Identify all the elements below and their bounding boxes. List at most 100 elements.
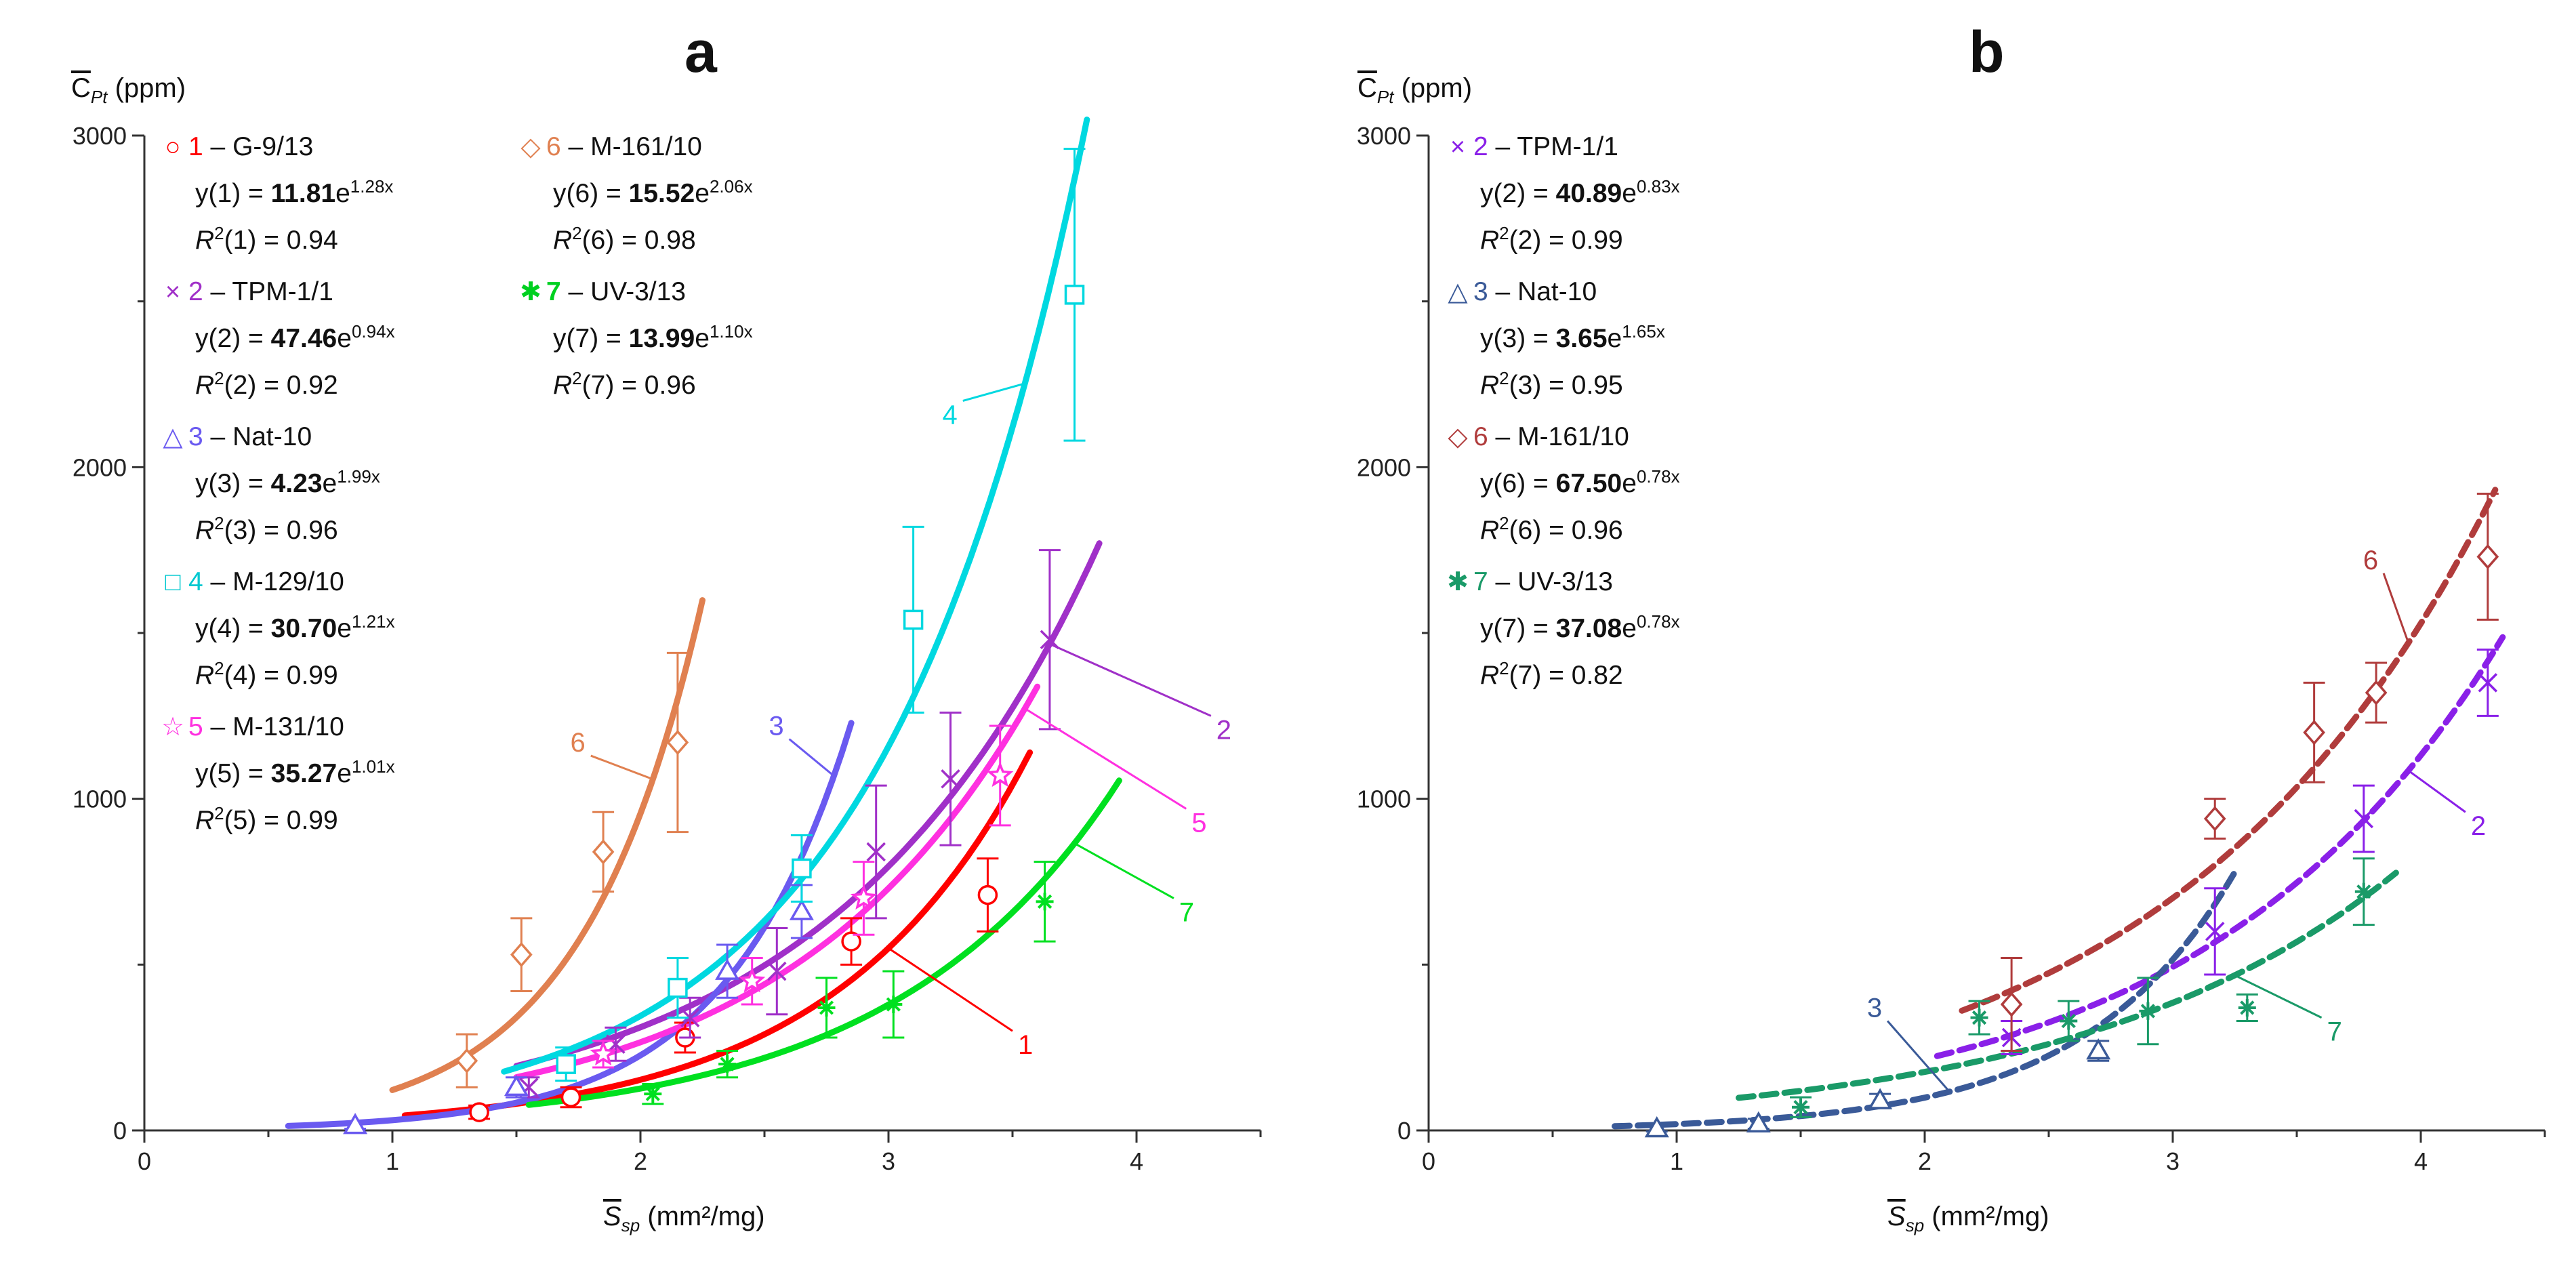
data-point-4 <box>1063 148 1086 442</box>
data-point-3 <box>343 1113 368 1134</box>
curve-label-leader-6 <box>590 754 653 781</box>
data-point-7 <box>2137 977 2159 1046</box>
legend-entry-b-2: × 2 – TPM-1/1 y(2) = 40.89e0.83x R2(2) = … <box>1442 127 1680 260</box>
curve-label-3: 3 <box>769 712 783 741</box>
legend-r2: R2(4) = 0.99 <box>195 658 338 690</box>
asterisk-marker <box>2356 884 2371 899</box>
y-tick-label: 1000 <box>1357 785 1411 813</box>
legend-entry-a-5: ☆ 5 – M-131/10 y(5) = 35.27e1.01x R2(5) =… <box>157 708 395 840</box>
legend-entry-a-4: □ 4 – M-129/10 y(4) = 30.70e1.21x R2(4) =… <box>157 563 395 695</box>
x-symbol: S <box>603 1202 621 1231</box>
curve-label-7: 7 <box>2327 1017 2342 1047</box>
panel-a-x-axis-label: Ssp (mm²/mg) <box>603 1202 765 1236</box>
panel-a-title: a <box>684 20 717 85</box>
fit-curve-6 <box>1959 487 2499 1014</box>
fit-curve-7 <box>525 777 1122 1108</box>
data-point-3 <box>715 943 740 999</box>
diamond-marker <box>2000 991 2023 1017</box>
legend-equation: y(4) = 30.70e1.21x <box>195 611 395 643</box>
star-marker <box>590 1040 617 1066</box>
data-point-5 <box>739 957 766 1006</box>
legend-number: 1 <box>188 132 203 161</box>
x-subscript: sp <box>621 1215 640 1235</box>
curve-label-leader-3 <box>788 738 835 777</box>
asterisk-marker <box>645 1086 660 1101</box>
triangle-marker-icon: △ <box>1448 278 1468 306</box>
panel-b-y-axis-label: CPt (ppm) <box>1357 73 1472 108</box>
curve-label-leader-7 <box>1074 842 1174 899</box>
asterisk-marker <box>1037 894 1052 909</box>
y-tick-label: 2000 <box>73 453 127 481</box>
fit-curve-7 <box>1736 870 2399 1101</box>
cross-marker-b <box>2205 922 2225 941</box>
data-point-2 <box>679 996 701 1039</box>
legend-number: 6 <box>546 132 561 161</box>
diamond-marker <box>2365 680 2388 705</box>
triangle-marker <box>1868 1088 1893 1109</box>
y-tick-label: 2000 <box>1357 453 1411 481</box>
data-point-7 <box>2352 857 2375 926</box>
triangle-marker <box>1644 1116 1669 1138</box>
data-point-2 <box>2352 784 2375 853</box>
plot-area-a: 0 1 2 3 4 0 1000 2000 3000 1 2 3 4 5 6 7 <box>73 117 1262 1175</box>
legend-r2: R2(7) = 0.82 <box>1480 658 1623 690</box>
asterisk-marker <box>2240 1000 2255 1015</box>
legend-equation: y(3) = 4.23e1.99x <box>195 466 380 498</box>
y-tick-label: 0 <box>1397 1117 1411 1145</box>
panel-b-title: b <box>1969 20 2005 85</box>
legend-equation: y(7) = 13.99e1.10x <box>553 321 753 353</box>
x-tick-label: 0 <box>138 1147 151 1175</box>
curve-label-leader-5 <box>1024 708 1187 810</box>
circle-marker <box>469 1102 489 1122</box>
panel-a-y-axis-label: CPt (ppm) <box>71 73 186 108</box>
legend-equation: y(2) = 40.89e0.83x <box>1480 176 1680 208</box>
cross-marker-b <box>2478 673 2498 693</box>
triangle-marker <box>789 899 814 920</box>
asterisk-marker <box>819 1000 834 1015</box>
data-point-2 <box>865 784 887 920</box>
y-unit: (ppm) <box>115 73 186 103</box>
circle-marker <box>841 931 861 952</box>
legend-label: Nat-10 <box>1517 277 1597 306</box>
asterisk-marker-icon: ✱ <box>1447 568 1469 596</box>
star-marker-icon: ☆ <box>161 713 185 741</box>
legend-equation: y(1) = 11.81e1.28x <box>195 176 394 208</box>
triangle-marker <box>343 1113 368 1134</box>
legend-r2: R2(3) = 0.96 <box>195 513 338 545</box>
data-point-2 <box>939 711 962 846</box>
data-point-6 <box>2303 681 2325 783</box>
x-symbol: S <box>1887 1202 1906 1231</box>
x-tick-label: 3 <box>2166 1147 2180 1175</box>
data-point-7 <box>2236 993 2258 1023</box>
y-subscript: Pt <box>1376 87 1394 107</box>
cross-marker-b <box>866 842 886 862</box>
asterisk-marker-icon: ✱ <box>520 278 541 306</box>
asterisk-marker <box>2061 1013 2076 1029</box>
y-symbol: C <box>71 73 91 103</box>
data-point-7 <box>1034 861 1056 943</box>
legend-entry-b-3: △ 3 – Nat-10 y(3) = 3.65e1.65x R2(3) = 0.… <box>1442 272 1680 405</box>
legend-r2: R2(7) = 0.96 <box>553 368 696 400</box>
curve-label-leader-6 <box>2382 573 2410 644</box>
legend-number: 7 <box>1473 567 1488 596</box>
diamond-marker-icon: ◇ <box>520 133 541 161</box>
data-point-1 <box>468 1102 491 1122</box>
fit-curve-2 <box>1934 634 2506 1059</box>
plot-area-b: 0 1 2 3 4 0 1000 2000 3000 2 3 6 7 <box>1357 122 2546 1175</box>
data-point-3 <box>1644 1116 1669 1138</box>
data-point-6 <box>2203 798 2226 840</box>
data-point-7 <box>815 977 838 1039</box>
legend-number: 7 <box>546 277 561 306</box>
diamond-marker <box>592 839 615 865</box>
y-unit: (ppm) <box>1401 73 1473 103</box>
cross-marker-b <box>1040 630 1060 650</box>
data-point-4 <box>666 957 689 1019</box>
legend-equation: y(6) = 15.52e2.06x <box>553 176 753 208</box>
curve-label-leader-1 <box>888 947 1013 1032</box>
asterisk-marker <box>1971 1010 1987 1025</box>
panel-a-legend-col1: ○ 1 – G-9/13 y(1) = 11.81e1.28x R2(1) = 0… <box>157 127 395 853</box>
asterisk-marker <box>2140 1004 2156 1019</box>
data-point-3 <box>504 1074 529 1099</box>
legend-number: 5 <box>188 712 203 741</box>
asterisk-marker <box>720 1057 735 1071</box>
